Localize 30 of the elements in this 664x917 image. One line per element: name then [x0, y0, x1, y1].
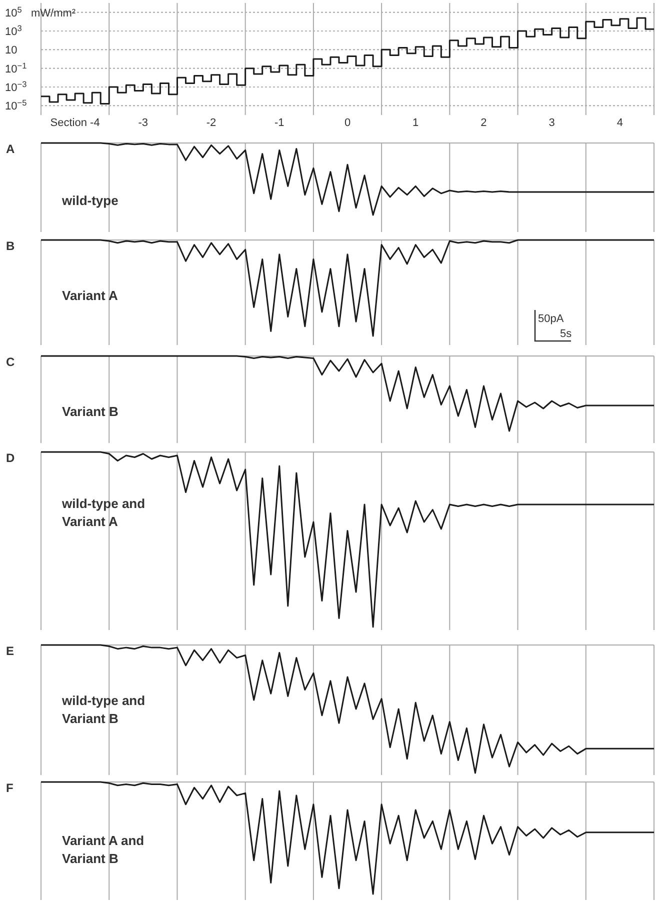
chart-title: F — [6, 781, 14, 795]
chart-title: A — [6, 142, 15, 156]
text: Variant B — [62, 404, 118, 419]
chart-title: C — [6, 355, 15, 369]
y-tick-label: 10$^{5}$ — [5, 4, 22, 20]
text: wild-type and Variant B — [61, 693, 146, 726]
x-tick-label: 3 — [548, 117, 555, 129]
chart-title: E — [6, 644, 14, 658]
text: Variant A — [62, 288, 118, 303]
x-tick-label: 1 — [412, 117, 419, 129]
x-tick-label: 0 — [344, 117, 351, 129]
x-tick-label: 4 — [616, 117, 624, 129]
y-axis-title: mW/mm² — [31, 7, 76, 20]
annotation: 50pA — [538, 313, 564, 325]
x-tick-label: 2 — [480, 117, 487, 129]
y-tick-label: 10 — [5, 44, 18, 57]
x-tick-label: -3 — [138, 117, 148, 129]
chart-title: B — [6, 239, 15, 253]
y-tick-label: 10$^{3}$ — [5, 24, 22, 38]
x-tick-label: -2 — [206, 117, 216, 129]
text: wild-type and Variant A — [61, 496, 146, 529]
y-tick-label: 10$^{−5}$ — [5, 98, 28, 113]
text: Variant A and Variant B — [62, 833, 144, 866]
annotation: 5s — [560, 328, 572, 340]
x-tick-label: -1 — [274, 117, 284, 129]
y-tick-label: 10$^{−3}$ — [5, 80, 28, 94]
x-tick-label: Section -4 — [50, 117, 100, 129]
y-tick-label: 10$^{−1}$ — [5, 60, 28, 76]
text: wild-type — [61, 193, 118, 208]
chart-title: D — [6, 451, 15, 465]
